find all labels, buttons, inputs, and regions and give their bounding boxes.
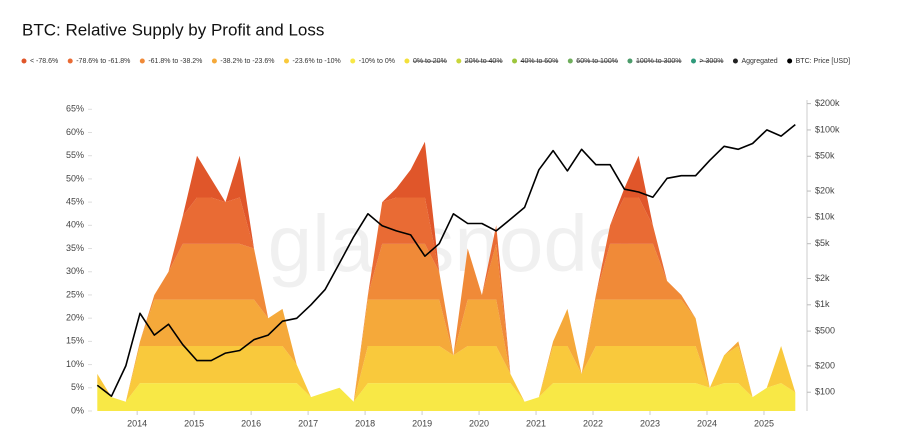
y-tick-label: 30%: [66, 266, 84, 276]
y2-tick-label: $20k: [815, 185, 835, 195]
x-tick-label: 2023: [640, 418, 660, 428]
y-tick-label: 55%: [66, 150, 84, 160]
x-tick-label: 2020: [469, 418, 489, 428]
legend-swatch: [787, 58, 793, 64]
legend-label: 20% to 40%: [465, 58, 503, 65]
legend-swatch: [732, 58, 738, 64]
legend-label: < -78.6%: [30, 58, 58, 65]
x-tick-label: 2022: [583, 418, 603, 428]
x-tick-label: 2018: [355, 418, 375, 428]
x-tick-label: 2015: [184, 418, 204, 428]
legend-label: 100% to 300%: [636, 58, 682, 65]
x-tick-label: 2024: [697, 418, 717, 428]
legend-label: > 300%: [700, 58, 724, 65]
legend-swatch: [21, 58, 27, 64]
y2-tick-label: $200: [815, 360, 835, 370]
legend-swatch: [627, 58, 633, 64]
legend-label: -78.6% to -61.8%: [76, 58, 130, 65]
y-tick-label: 20%: [66, 313, 84, 323]
area: [97, 299, 796, 402]
x-tick-label: 2019: [412, 418, 432, 428]
legend-swatch: [350, 58, 356, 64]
x-tick-label: 2021: [526, 418, 546, 428]
y-tick-label: 0%: [71, 405, 84, 415]
y-tick-label: 5%: [71, 382, 84, 392]
legend-swatch: [139, 58, 145, 64]
area: [97, 346, 796, 402]
legend-label: 40% to 60%: [521, 58, 559, 65]
y2-tick-label: $50k: [815, 151, 835, 161]
y2-tick-label: $10k: [815, 212, 835, 222]
y-tick-label: 45%: [66, 196, 84, 206]
watermark: glassnode: [268, 199, 633, 288]
x-tick-label: 2014: [127, 418, 147, 428]
y-tick-label: 25%: [66, 289, 84, 299]
legend-label: -38.2% to -23.6%: [220, 58, 274, 65]
y2-tick-label: $2k: [815, 273, 830, 283]
legend-label: -23.6% to -10%: [293, 58, 341, 65]
legend-label: 0% to 20%: [413, 58, 447, 65]
x-tick-label: 2025: [754, 418, 774, 428]
y2-tick-label: $500: [815, 325, 835, 335]
y-tick-label: 15%: [66, 336, 84, 346]
y2-tick-label: $200k: [815, 98, 840, 108]
legend-swatch: [691, 58, 696, 64]
x-tick-label: 2017: [298, 418, 318, 428]
y-tick-label: 10%: [66, 359, 84, 369]
legend-swatch: [67, 58, 73, 64]
y2-tick-label: $5k: [815, 238, 830, 248]
legend-label: 60% to 100%: [576, 58, 618, 65]
y-tick-label: 40%: [66, 220, 84, 230]
legend-label: Aggregated: [741, 58, 777, 65]
legend-label: -10% to 0%: [359, 58, 395, 65]
x-tick-label: 2016: [241, 418, 261, 428]
y2-tick-label: $100k: [815, 124, 840, 134]
y-tick-label: 35%: [66, 243, 84, 253]
legend-swatch: [284, 58, 289, 64]
y2-tick-label: $1k: [815, 299, 830, 309]
y2-tick-label: $100: [815, 387, 835, 397]
area: [97, 243, 796, 402]
y-tick-label: 60%: [66, 127, 84, 137]
legend-swatch: [456, 58, 462, 64]
legend-swatch: [512, 58, 518, 64]
price-line: [96, 123, 796, 397]
chart-title: BTC: Relative Supply by Profit and Loss: [22, 20, 324, 39]
legend-swatch: [211, 58, 217, 64]
legend-label: -61.8% to -38.2%: [148, 58, 202, 65]
legend-swatch: [567, 58, 573, 64]
legend-swatch: [404, 58, 410, 64]
legend-label: BTC: Price [USD]: [796, 58, 851, 65]
y-tick-label: 50%: [66, 173, 84, 183]
area: [97, 383, 796, 411]
y-tick-label: 65%: [66, 104, 84, 114]
legend: < -78.6% -78.6% to -61.8% -61.8% to -38.2%…: [21, 58, 851, 65]
